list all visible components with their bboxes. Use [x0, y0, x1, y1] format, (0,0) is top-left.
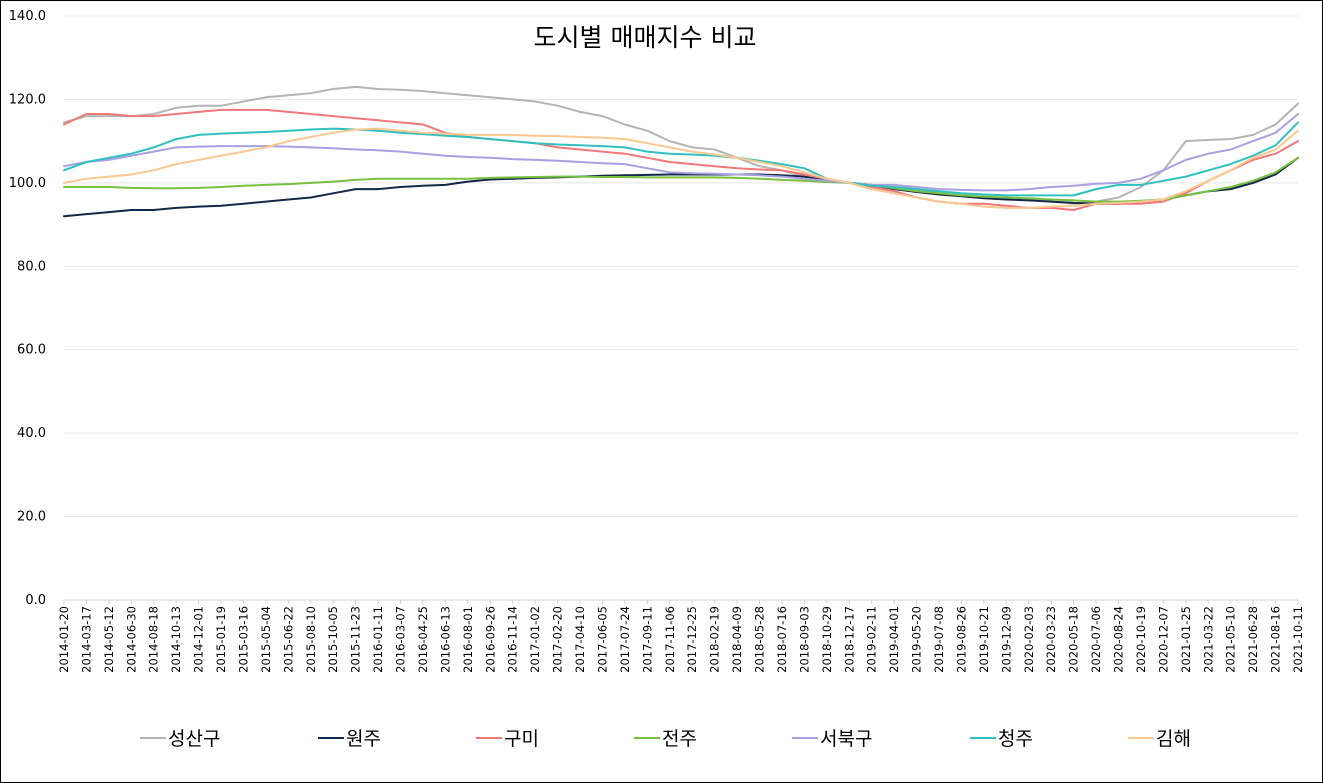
x-tick-label: 2018-09-03 — [797, 606, 811, 673]
series-line-청주 — [63, 121, 1299, 197]
x-tick-label: 2020-05-18 — [1067, 606, 1081, 673]
x-tick-label: 2015-08-10 — [304, 606, 318, 673]
y-tick-label: 20.0 — [17, 510, 46, 525]
series-line-원주 — [63, 156, 1299, 218]
x-tick-label: 2019-05-20 — [910, 606, 924, 673]
x-tick-label: 2017-07-24 — [618, 606, 632, 673]
x-tick-label: 2018-12-17 — [842, 606, 856, 673]
series-line-김해 — [63, 127, 1299, 209]
x-axis-tick-labels: 2014-01-20 2014-03-17 2014-05-12 2014-06-30… — [57, 600, 1305, 673]
x-tick-label: 2015-03-16 — [236, 606, 250, 673]
y-axis-tick-labels: 0.0 20.0 40.0 60.0 80.0 100.0 120.0 140.0 — [9, 9, 46, 608]
series-lines — [63, 85, 1299, 218]
x-tick-label: 2015-11-23 — [349, 606, 363, 673]
chart-title: 도시별 매매지수 비교 — [534, 23, 757, 52]
x-tick-label: 2014-03-17 — [79, 606, 93, 673]
x-tick-label: 2021-01-25 — [1179, 606, 1193, 673]
x-tick-label: 2016-03-07 — [394, 606, 408, 673]
gridlines — [64, 15, 1298, 601]
x-tick-label: 2018-07-16 — [775, 606, 789, 673]
legend-label: 청주 — [998, 728, 1033, 750]
x-tick-label: 2014-05-12 — [102, 606, 116, 673]
x-tick-label: 2016-01-11 — [371, 606, 385, 673]
x-tick-label: 2019-04-01 — [887, 606, 901, 673]
x-tick-label: 2021-03-22 — [1201, 606, 1215, 673]
x-tick-label: 2017-02-20 — [551, 606, 565, 673]
x-tick-label: 2017-01-02 — [528, 606, 542, 673]
y-tick-label: 60.0 — [17, 343, 46, 358]
x-tick-label: 2014-10-13 — [169, 606, 183, 673]
x-tick-label: 2020-07-06 — [1089, 606, 1103, 673]
x-tick-label: 2018-02-19 — [708, 606, 722, 673]
legend-label: 김해 — [1156, 728, 1191, 750]
x-tick-label: 2014-08-18 — [147, 606, 161, 673]
x-tick-label: 2021-05-10 — [1224, 606, 1238, 673]
x-tick-label: 2015-10-05 — [326, 606, 340, 673]
x-tick-label: 2017-04-10 — [573, 606, 587, 673]
series-line-전주 — [63, 156, 1299, 203]
x-tick-label: 2015-01-19 — [214, 606, 228, 673]
x-tick-label: 2014-01-20 — [57, 606, 71, 673]
x-tick-label: 2020-12-07 — [1156, 606, 1170, 673]
x-tick-label: 2021-06-28 — [1246, 606, 1260, 673]
x-tick-label: 2020-02-03 — [1022, 606, 1036, 673]
x-tick-label: 2020-08-24 — [1112, 606, 1126, 673]
x-tick-label: 2021-10-11 — [1291, 606, 1305, 673]
x-tick-label: 2019-02-11 — [865, 606, 879, 673]
series-line-구미 — [63, 108, 1299, 211]
x-tick-label: 2019-07-08 — [932, 606, 946, 673]
series-line-서북구 — [63, 113, 1299, 192]
legend: 성산구 원주 구미 전주 서북구 청주 김해 — [140, 728, 1191, 750]
y-tick-label: 0.0 — [25, 593, 46, 608]
legend-label: 전주 — [662, 728, 697, 750]
x-tick-label: 2016-08-01 — [461, 606, 475, 673]
x-tick-label: 2018-05-28 — [753, 606, 767, 673]
x-tick-label: 2019-12-09 — [999, 606, 1013, 673]
y-tick-label: 80.0 — [17, 259, 46, 274]
x-tick-label: 2015-05-04 — [259, 606, 273, 673]
x-tick-label: 2021-08-16 — [1269, 606, 1283, 673]
legend-label: 원주 — [346, 728, 381, 750]
legend-label: 구미 — [504, 728, 539, 750]
x-tick-label: 2018-10-29 — [820, 606, 834, 673]
legend-label: 성산구 — [168, 728, 220, 750]
x-tick-label: 2014-12-01 — [192, 606, 206, 673]
x-tick-label: 2015-06-22 — [281, 606, 295, 673]
x-tick-label: 2016-06-13 — [438, 606, 452, 673]
x-tick-label: 2019-08-26 — [954, 606, 968, 673]
x-tick-label: 2017-09-11 — [640, 606, 654, 673]
y-tick-label: 140.0 — [9, 9, 46, 24]
y-tick-label: 120.0 — [9, 92, 46, 107]
legend-label: 서북구 — [820, 728, 872, 750]
x-tick-label: 2016-11-14 — [506, 606, 520, 673]
x-tick-label: 2019-10-21 — [977, 606, 991, 673]
x-tick-label: 2020-10-19 — [1134, 606, 1148, 673]
x-tick-label: 2016-04-25 — [416, 606, 430, 673]
x-tick-label: 2016-09-26 — [483, 606, 497, 673]
x-tick-label: 2018-04-09 — [730, 606, 744, 673]
y-tick-label: 40.0 — [17, 426, 46, 441]
x-tick-label: 2017-11-06 — [663, 606, 677, 673]
y-tick-label: 100.0 — [9, 176, 46, 191]
x-tick-label: 2014-06-30 — [124, 606, 138, 673]
x-tick-label: 2017-06-05 — [595, 606, 609, 673]
x-tick-label: 2017-12-25 — [685, 606, 699, 673]
x-tick-label: 2020-03-23 — [1044, 606, 1058, 673]
